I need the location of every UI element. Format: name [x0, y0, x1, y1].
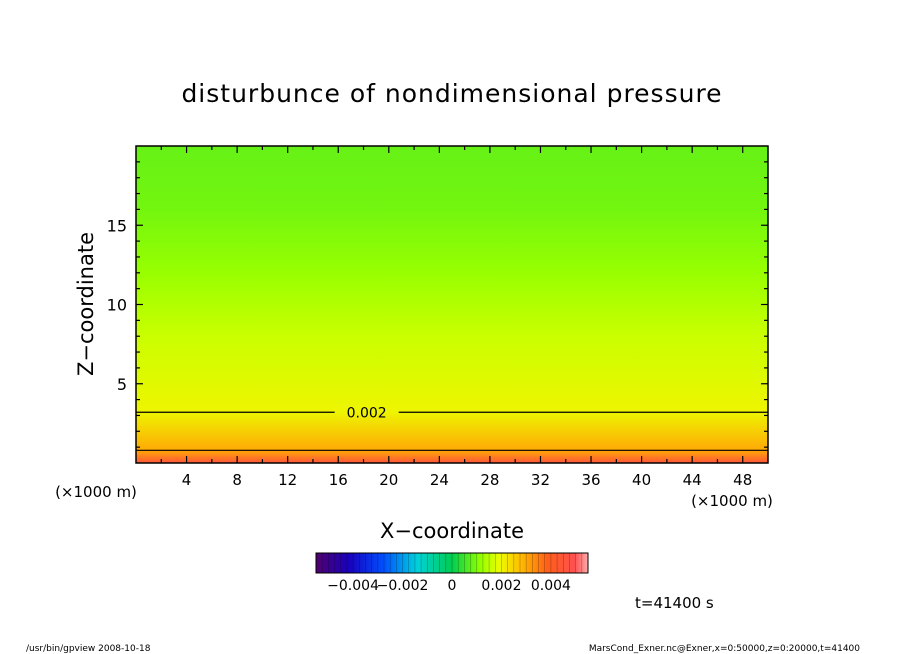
plot-field — [136, 146, 768, 463]
colorbar-frame — [315, 552, 589, 574]
axis-ticks — [136, 146, 768, 463]
y-axis-label: Z−coordinate — [74, 232, 98, 376]
colorbar-tick-label: −0.002 — [377, 578, 429, 594]
y-tick-label: 5 — [117, 375, 127, 394]
chart-title: disturbunce of nondimensional pressure — [181, 79, 722, 108]
x-tick-label: 28 — [480, 471, 499, 489]
colorbar-labels: −0.004−0.002 0 0.002 0.004 — [327, 578, 571, 594]
y-tick-label: 10 — [107, 296, 127, 315]
y-tick-label: 15 — [107, 216, 127, 235]
x-tick-label: 48 — [733, 471, 752, 489]
x-tick-label: 8 — [232, 471, 242, 489]
contour-label: 0.002 — [347, 405, 387, 421]
colorbar-tick-label: 0 — [448, 578, 457, 594]
x-axis-label: X−coordinate — [380, 519, 524, 543]
colorbar-separators — [321, 553, 583, 573]
contour-lines: 0.002 — [136, 405, 768, 451]
footer-left: /usr/bin/gpview 2008-10-18 — [26, 644, 151, 654]
x-tick-label: 40 — [632, 471, 651, 489]
colorbar — [316, 553, 588, 573]
x-unit-left: (×1000 m) — [55, 483, 137, 501]
x-tick-label: 12 — [278, 471, 297, 489]
x-tick-label: 32 — [531, 471, 550, 489]
footer-right: MarsCond_Exner.nc@Exner,x=0:50000,z=0:20… — [589, 644, 860, 654]
x-unit-right: (×1000 m) — [691, 492, 773, 510]
x-tick-label: 24 — [430, 471, 449, 489]
colorbar-tick-label: 0.004 — [531, 578, 571, 594]
x-tick-label: 44 — [683, 471, 702, 489]
time-label: t=41400 s — [635, 594, 714, 612]
y-tick-labels: 5 10 15 — [107, 216, 127, 394]
x-tick-labels: 4 8 12 16 20 24 28 32 36 40 44 48 — [182, 471, 752, 489]
x-tick-label: 36 — [581, 471, 600, 489]
x-tick-label: 16 — [329, 471, 348, 489]
colorbar-tick-label: 0.002 — [481, 578, 521, 594]
x-tick-label: 4 — [182, 471, 192, 489]
colorbar-tick-label: −0.004 — [327, 578, 379, 594]
x-tick-label: 20 — [379, 471, 398, 489]
